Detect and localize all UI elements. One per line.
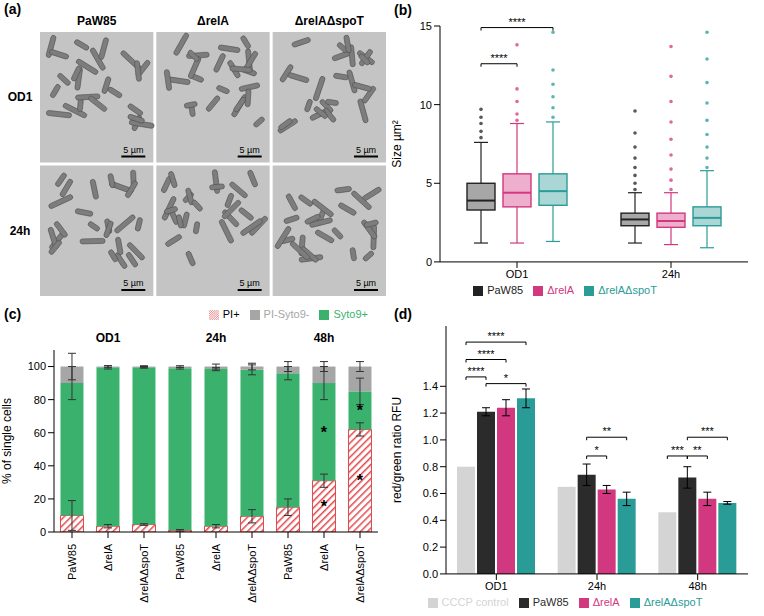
svg-text:% of single cells: % of single cells <box>0 398 14 484</box>
svg-text:ΔrelA: ΔrelA <box>318 543 330 571</box>
svg-text:OD1: OD1 <box>8 90 33 104</box>
svg-text:*: * <box>504 372 509 384</box>
svg-text:PaW85: PaW85 <box>66 544 78 580</box>
html-text:(c): (c) <box>4 306 22 322</box>
svg-text:*: * <box>357 402 364 419</box>
html-text:PI-Syto9-: PI-Syto9- <box>263 308 310 320</box>
html-text:ΔrelAΔspoT: ΔrelAΔspoT <box>643 595 703 608</box>
svg-text:ΔrelA: ΔrelA <box>102 543 114 571</box>
svg-text:*: * <box>321 424 328 441</box>
svg-text:****: **** <box>477 348 495 360</box>
svg-text:80: 80 <box>34 394 46 406</box>
svg-text:Size µm²: Size µm² <box>390 120 404 168</box>
html-text:ΔrelA: ΔrelA <box>547 283 575 296</box>
svg-text:100: 100 <box>28 360 46 372</box>
svg-text:**: ** <box>693 444 702 456</box>
html-text:CCCP control: CCCP control <box>441 595 509 608</box>
svg-text:0.8: 0.8 <box>423 461 438 473</box>
svg-text:****: **** <box>467 365 485 377</box>
svg-text:ΔrelAΔspoT: ΔrelAΔspoT <box>246 544 258 603</box>
svg-text:(a): (a) <box>4 1 21 17</box>
svg-text:5 µm: 5 µm <box>356 278 376 288</box>
html-text:PaW85: PaW85 <box>532 595 569 608</box>
html-text:(d): (d) <box>394 306 412 322</box>
svg-text:***: *** <box>701 425 715 437</box>
svg-text:24h: 24h <box>588 580 606 592</box>
html-text:PI+: PI+ <box>222 308 240 320</box>
svg-text:0.4: 0.4 <box>423 514 438 526</box>
svg-text:24h: 24h <box>10 224 31 238</box>
svg-text:OD1: OD1 <box>96 331 121 345</box>
svg-text:0: 0 <box>40 526 46 538</box>
svg-text:1.4: 1.4 <box>423 380 438 392</box>
svg-text:*: * <box>595 444 600 456</box>
svg-text:48h: 48h <box>688 580 706 592</box>
svg-text:red/green ratio RFU: red/green ratio RFU <box>390 397 404 503</box>
svg-text:***: *** <box>671 444 685 456</box>
svg-text:5 µm: 5 µm <box>240 145 260 155</box>
svg-text:1.2: 1.2 <box>423 407 438 419</box>
svg-text:0.0: 0.0 <box>423 568 438 580</box>
svg-text:0: 0 <box>426 256 432 268</box>
svg-text:20: 20 <box>34 493 46 505</box>
svg-text:ΔrelAΔspoT: ΔrelAΔspoT <box>354 544 366 603</box>
svg-text:10: 10 <box>420 99 432 111</box>
svg-text:PaW85: PaW85 <box>77 14 117 28</box>
svg-text:15: 15 <box>420 20 432 32</box>
svg-text:1.0: 1.0 <box>423 434 438 446</box>
svg-text:5 µm: 5 µm <box>123 145 143 155</box>
svg-text:5: 5 <box>426 177 432 189</box>
svg-text:*: * <box>357 472 364 489</box>
svg-text:PaW85: PaW85 <box>174 544 186 580</box>
svg-text:24h: 24h <box>206 331 227 345</box>
svg-text:OD1: OD1 <box>485 580 508 592</box>
svg-text:40: 40 <box>34 460 46 472</box>
svg-text:PaW85: PaW85 <box>282 544 294 580</box>
svg-text:0.2: 0.2 <box>423 541 438 553</box>
svg-text:****: **** <box>490 52 508 64</box>
svg-text:*: * <box>321 498 328 515</box>
html-text:Syto9+: Syto9+ <box>333 308 368 320</box>
svg-text:OD1: OD1 <box>506 268 529 280</box>
svg-text:60: 60 <box>34 427 46 439</box>
html-text:PaW85: PaW85 <box>487 283 524 296</box>
svg-text:5 µm: 5 µm <box>356 145 376 155</box>
svg-text:**: ** <box>602 425 611 437</box>
html-text:ΔrelAΔspoT: ΔrelAΔspoT <box>598 283 657 296</box>
svg-text:****: **** <box>508 16 526 28</box>
svg-text:ΔrelAΔspoT: ΔrelAΔspoT <box>295 14 365 28</box>
svg-text:ΔrelAΔspoT: ΔrelAΔspoT <box>138 544 150 603</box>
html-text:ΔrelA: ΔrelA <box>592 595 620 608</box>
svg-text:48h: 48h <box>314 331 335 345</box>
svg-text:5 µm: 5 µm <box>240 278 260 288</box>
svg-text:0.6: 0.6 <box>423 487 438 499</box>
svg-text:5 µm: 5 µm <box>123 278 143 288</box>
svg-text:24h: 24h <box>662 268 680 280</box>
svg-text:ΔrelA: ΔrelA <box>210 543 222 571</box>
svg-text:****: **** <box>487 330 505 342</box>
svg-text:ΔrelA: ΔrelA <box>197 14 229 28</box>
html-text:(b): (b) <box>394 2 412 18</box>
